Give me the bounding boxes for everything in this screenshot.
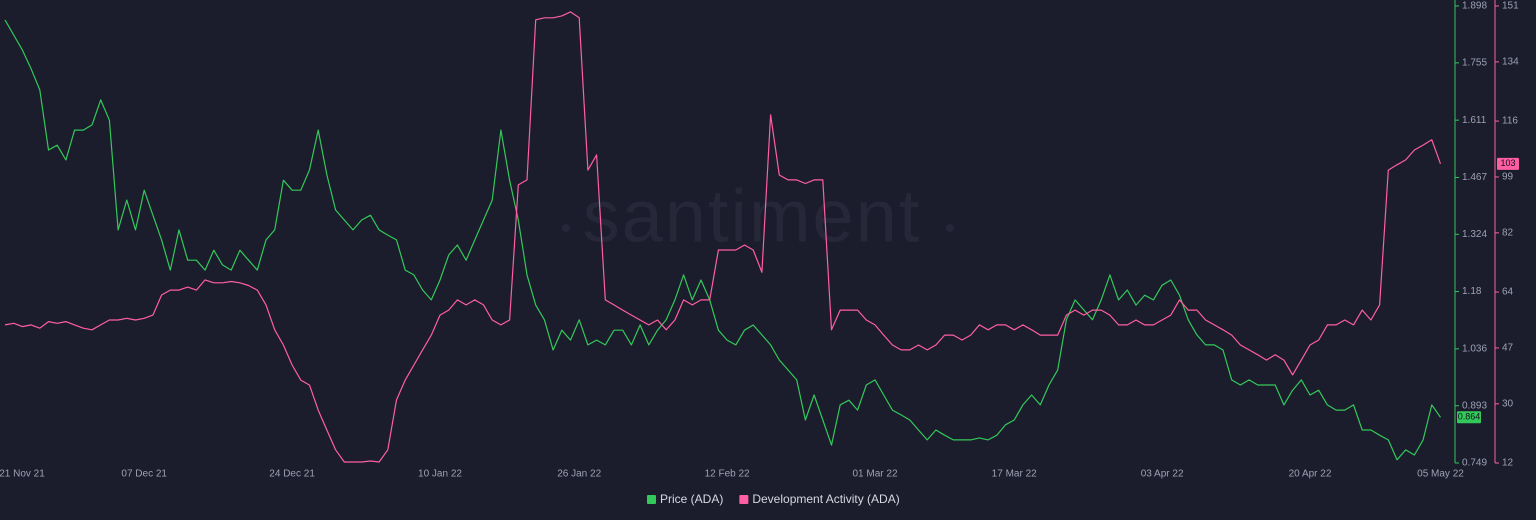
legend: Price (ADA) Development Activity (ADA) — [647, 492, 900, 506]
legend-label: Price (ADA) — [660, 492, 723, 506]
y2-tick-label: 30 — [1502, 398, 1514, 409]
watermark-dot — [946, 224, 954, 232]
x-tick-label: 20 Apr 22 — [1289, 469, 1332, 480]
x-tick-label: 07 Dec 21 — [121, 469, 167, 480]
y2-tick-label: 134 — [1502, 57, 1519, 68]
last-value-label: 0.864 — [1458, 412, 1481, 422]
legend-swatch — [739, 495, 749, 504]
x-tick-label: 17 Mar 22 — [992, 469, 1037, 480]
y2-tick-label: 82 — [1502, 227, 1514, 238]
x-tick-label: 24 Dec 21 — [269, 469, 315, 480]
series-line — [4, 19, 1441, 461]
y2-tick-label: 116 — [1502, 116, 1518, 127]
series-line — [4, 11, 1442, 463]
y2-tick-label: 151 — [1502, 1, 1519, 12]
watermark-dot — [562, 224, 570, 232]
legend-swatch — [647, 495, 656, 504]
x-tick-label: 03 Apr 22 — [1141, 469, 1184, 480]
x-tick-label: 26 Jan 22 — [557, 469, 601, 480]
last-value-badge — [1457, 411, 1481, 424]
x-tick-label: 21 Nov 21 — [0, 469, 45, 480]
x-tick-label: 05 May 22 — [1417, 469, 1464, 480]
x-tick-label: 12 Feb 22 — [705, 469, 750, 480]
y-tick-label: 1.898 — [1462, 1, 1487, 12]
y-tick-label: 1.467 — [1462, 172, 1487, 183]
y-tick-label: 0.893 — [1462, 400, 1487, 411]
last-value-label: 103 — [1500, 158, 1515, 168]
legend-label: Development Activity (ADA) — [752, 492, 899, 506]
x-tick-label: 10 Jan 22 — [418, 469, 462, 480]
y-tick-label: 1.18 — [1462, 286, 1482, 297]
y2-tick-label: 12 — [1502, 458, 1514, 469]
x-tick-label: 01 Mar 22 — [852, 469, 897, 480]
y-tick-label: 1.611 — [1462, 115, 1487, 126]
watermark: santiment — [583, 175, 922, 258]
y-tick-label: 0.749 — [1462, 458, 1487, 469]
y-tick-label: 1.036 — [1462, 343, 1487, 354]
y2-tick-label: 99 — [1502, 172, 1514, 183]
y-tick-label: 1.324 — [1462, 229, 1487, 240]
y-tick-label: 1.755 — [1462, 58, 1487, 69]
y2-tick-label: 47 — [1502, 343, 1514, 354]
last-value-badge — [1497, 157, 1519, 170]
y2-tick-label: 64 — [1502, 287, 1514, 298]
